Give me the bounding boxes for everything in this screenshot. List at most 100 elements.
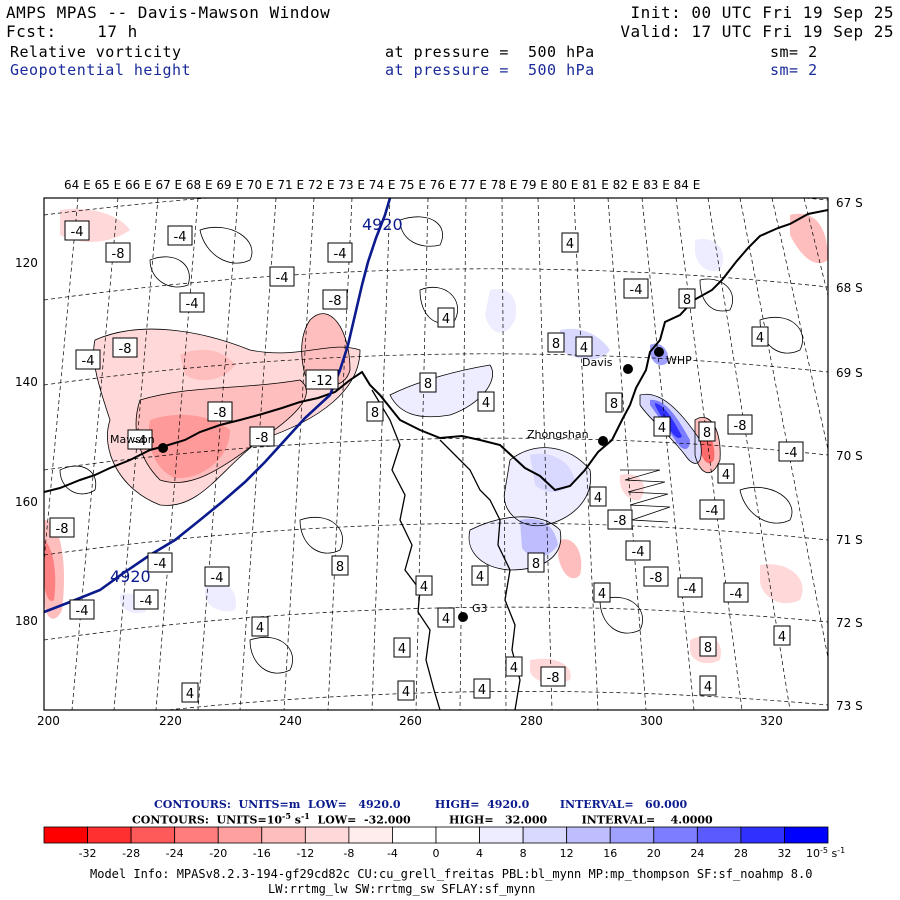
vorticity-label-box: -4: [147, 552, 173, 573]
vorticity-label-text: -8: [112, 247, 125, 262]
vorticity-label-text: -4: [186, 297, 199, 312]
coastline: [44, 209, 828, 493]
colorbar-tick: 0: [432, 847, 440, 860]
vorticity-label-text: -4: [684, 582, 697, 597]
vorticity-label-box: -8: [727, 414, 753, 435]
geopotential-contour-4920: [44, 198, 392, 614]
vorticity-label-text: -4: [82, 354, 95, 369]
lat-label-67s: 67 S: [836, 196, 863, 210]
lat-label-72s: 72 S: [836, 616, 863, 630]
vorticity-label-box: 8: [527, 552, 545, 573]
vorticity-label-text: 8: [371, 406, 379, 421]
vorticity-label-box: 8: [678, 288, 696, 309]
lat-label-70s: 70 S: [836, 449, 863, 463]
field2-smoothing: sm= 2: [770, 61, 818, 79]
colorbar-swatch: [740, 826, 785, 844]
station-label-whp: WHP: [666, 354, 692, 367]
vorticity-label-text: 4: [658, 421, 666, 436]
vorticity-label-text: 4: [186, 687, 194, 702]
lat-label-73s: 73 S: [836, 699, 863, 713]
vorticity-label-text: 4: [398, 642, 406, 657]
vorticity-label-text: -8: [56, 522, 69, 537]
field2-name: Geopotential height: [10, 61, 192, 79]
vorticity-label-text: -4: [276, 271, 289, 286]
plot-title: AMPS MPAS -- Davis-Mawson Window: [6, 3, 331, 22]
y-tick-160: 160: [15, 495, 38, 509]
field2-level: at pressure = 500 hPa: [385, 61, 595, 79]
vorticity-label-text: -8: [650, 571, 663, 586]
vorticity-label-text: -4: [211, 571, 224, 586]
vorticity-label-box: -4: [64, 220, 90, 241]
colorbar-tick: -32: [78, 847, 97, 860]
station-davis: Davis: [582, 356, 633, 374]
colorbar-tick: 20: [646, 847, 661, 860]
vorticity-label-text: -4: [630, 283, 643, 298]
vorticity-label-box: 4: [393, 637, 411, 658]
vorticity-label-box: -4: [75, 349, 101, 370]
vorticity-label-text: -8: [329, 294, 342, 309]
vorticity-label-text: -4: [785, 446, 798, 461]
vorticity-label-text: 4: [510, 661, 518, 676]
vorticity-label-text: 8: [704, 641, 712, 656]
vorticity-label-box: 4: [437, 307, 455, 328]
colorbar-tick: 8: [519, 847, 527, 860]
colorbar-tick: -4: [386, 847, 398, 860]
vorticity-label-text: 4: [442, 312, 450, 327]
vorticity-label-text: -4: [134, 434, 147, 449]
field1-name: Relative vorticity: [10, 43, 182, 61]
vorticity-label-box: 4: [561, 232, 579, 253]
vorticity-label-text: 4: [580, 341, 588, 356]
vorticity-label-text: -4: [334, 247, 347, 262]
lat-label-71s: 71 S: [836, 533, 863, 547]
vorticity-label-box: 4: [751, 326, 769, 347]
vorticity-label-text: 4: [420, 580, 428, 595]
vorticity-label-box: 4: [477, 391, 495, 412]
vorticity-label-box: -4: [204, 566, 230, 587]
colorbar-tick: -12: [296, 847, 315, 860]
vorticity-label-text: -4: [140, 594, 153, 609]
vorticity-label-box: -4: [167, 225, 193, 246]
vorticity-label-box: 8: [547, 332, 565, 353]
top-longitude-labels: 64 E 65 E 66 E 67 E 68 E 69 E 70 E 71 E …: [64, 178, 701, 192]
vorticity-label-box: -12: [305, 369, 339, 390]
x-tick-260: 260: [399, 714, 422, 728]
vorticity-label-text: 4: [482, 396, 490, 411]
vorticity-label-text: 4: [704, 680, 712, 695]
vorticity-label-text: 8: [336, 560, 344, 575]
vorticity-label-text: -4: [730, 587, 743, 602]
colorbar-swatch: [261, 826, 306, 844]
vorticity-label-box: -8: [112, 337, 138, 358]
vorticity-label-box: -8: [105, 242, 131, 263]
vorticity-label-box: -4: [269, 266, 295, 287]
vorticity-label-text: 8: [552, 337, 560, 352]
colorbar-swatch: [479, 826, 524, 844]
vorticity-labels: -4 -8 -4 -4 -4 -8 -4 -8 -4 -12 -8 -8 -4 8 4 8 4 4 8 4 -4 8 4 8 4…: [49, 220, 804, 703]
colorbar-swatch: [130, 826, 176, 844]
vorticity-label-text: -4: [632, 545, 645, 560]
vorticity-label-text: -8: [734, 419, 747, 434]
vorticity-label-text: -8: [119, 342, 132, 357]
station-label-mawson: Mawson: [110, 433, 155, 446]
vorticity-label-text: 8: [424, 377, 432, 392]
vorticity-label-text: -4: [154, 557, 167, 572]
vorticity-label-box: -4: [699, 499, 725, 520]
vorticity-label-box: 4: [473, 678, 491, 699]
vorticity-label-box: 4: [593, 582, 611, 603]
vorticity-label-box: -4: [127, 429, 153, 450]
vorticity-label-box: -4: [723, 582, 749, 603]
graticule: [44, 198, 828, 710]
x-tick-300: 300: [640, 714, 663, 728]
vorticity-label-box: -4: [625, 540, 651, 561]
vorticity-label-box: 4: [251, 616, 269, 637]
vorticity-label-box: 4: [699, 675, 717, 696]
vorticity-label-box: 8: [698, 421, 716, 442]
vorticity-label-box: -4: [327, 242, 353, 263]
vorticity-label-box: -8: [607, 509, 633, 530]
colorbar-tick: 28: [733, 847, 748, 860]
map-frame: [43, 197, 829, 711]
colorbar-swatch: [435, 826, 480, 844]
vorticity-label-box: 4: [471, 565, 489, 586]
vorticity-label-box: 4: [415, 575, 433, 596]
model-info-line2: LW:rrtmg_lw SW:rrtmg_sw SFLAY:sf_mynn: [268, 882, 536, 896]
height-label-bottom: 4920: [110, 567, 151, 586]
